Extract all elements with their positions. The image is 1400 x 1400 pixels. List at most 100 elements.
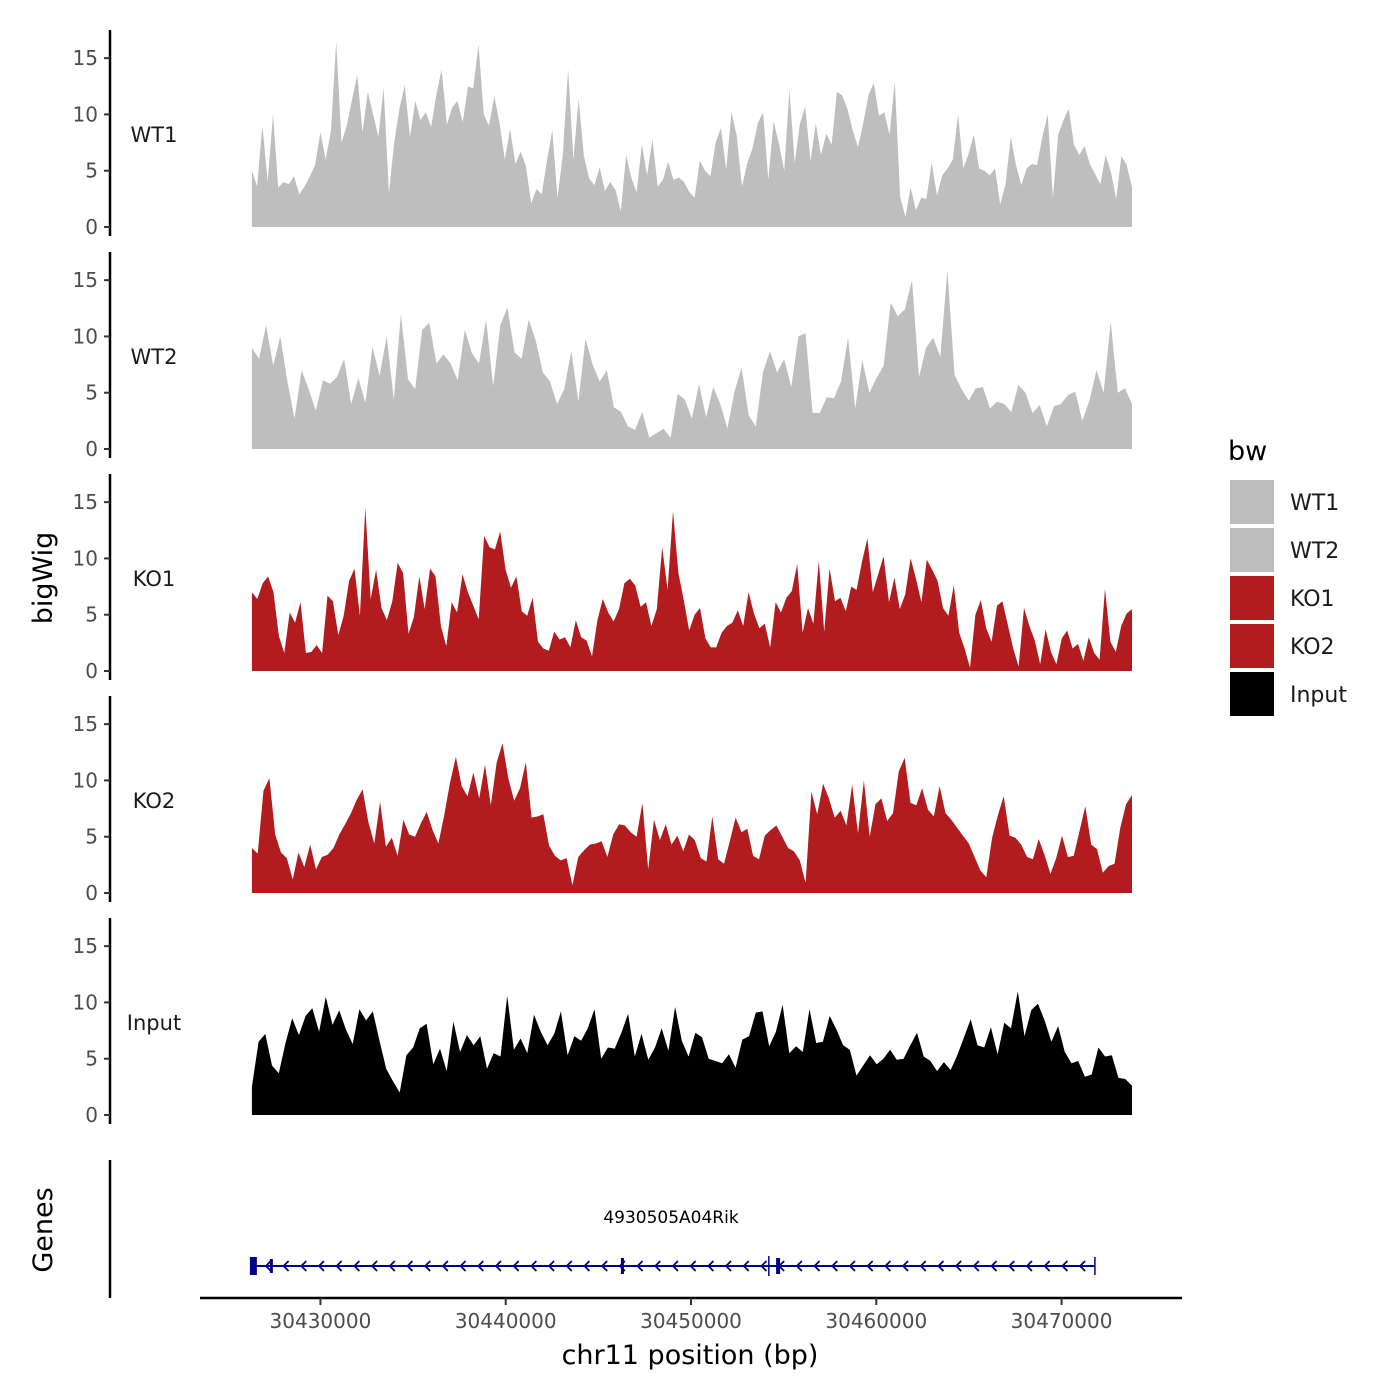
strand-arrow (388, 1260, 396, 1272)
gene-panel: Genes 4930505A04Rik (28, 1160, 1096, 1298)
y-tick-label: 10 (73, 324, 98, 348)
gene-exon (269, 1259, 273, 1273)
gene-exon (249, 1257, 257, 1275)
strand-arrow (406, 1260, 414, 1272)
y-tick-label: 5 (85, 825, 98, 849)
y-tick-label: 10 (73, 768, 98, 792)
strand-arrow (1061, 1260, 1069, 1272)
y-tick-label: 10 (73, 990, 98, 1014)
strand-arrow (565, 1260, 573, 1272)
legend-item-input: Input (1230, 672, 1347, 716)
signal-area-wt1 (251, 41, 1132, 227)
legend-swatch (1230, 480, 1274, 524)
legend-item-ko1: KO1 (1230, 576, 1335, 620)
track-label: WT2 (131, 345, 178, 369)
strand-arrow (707, 1260, 715, 1272)
y-tick-label: 15 (73, 46, 98, 70)
gene-exon (620, 1258, 624, 1274)
strand-arrow (423, 1260, 431, 1272)
legend-label: WT2 (1290, 539, 1339, 564)
strand-arrow (636, 1260, 644, 1272)
strand-arrow (937, 1260, 945, 1272)
track-input: 0 5 10 15 Input (73, 918, 1132, 1127)
strand-arrow (530, 1260, 538, 1272)
strand-arrow (831, 1260, 838, 1272)
strand-arrow (477, 1260, 484, 1272)
x-tick-label: 30470000 (1011, 1309, 1113, 1333)
y-tick-label: 15 (73, 268, 98, 292)
track-label: Input (127, 1011, 181, 1035)
legend-swatch (1230, 576, 1274, 620)
strand-arrow (1008, 1260, 1015, 1272)
track-label: KO1 (133, 567, 176, 591)
track-ko1: 0 5 10 15 KO1 (73, 474, 1132, 683)
strand-arrow (848, 1260, 856, 1272)
strand-arrow (441, 1260, 449, 1272)
signal-area-ko1 (251, 507, 1132, 671)
y-tick-label: 5 (85, 1047, 98, 1071)
strand-arrow (972, 1260, 980, 1272)
legend-swatch (1230, 672, 1274, 716)
legend-swatch (1230, 528, 1274, 572)
x-axis-title: chr11 position (bp) (562, 1340, 819, 1371)
strand-arrow (370, 1260, 378, 1272)
legend-item-ko2: KO2 (1230, 624, 1335, 668)
strand-arrow (300, 1260, 307, 1272)
strand-arrow (494, 1260, 502, 1272)
signal-area-ko2 (251, 743, 1132, 893)
strand-arrow (335, 1260, 343, 1272)
y-tick-label: 0 (85, 215, 98, 239)
strand-arrow (282, 1260, 290, 1272)
y-tick-label: 10 (73, 102, 98, 126)
strand-arrow (353, 1260, 361, 1272)
y-tick-label: 5 (85, 159, 98, 183)
y-tick-label: 15 (73, 712, 98, 736)
gene-panel-title: Genes (28, 1187, 59, 1272)
y-tick-label: 10 (73, 546, 98, 570)
track-label: KO2 (133, 789, 176, 813)
legend-title: bw (1228, 436, 1267, 467)
strand-arrow (689, 1260, 697, 1272)
y-tick-label: 0 (85, 437, 98, 461)
strand-arrow (1078, 1260, 1086, 1272)
legend-label: KO1 (1290, 587, 1335, 612)
strand-arrow (795, 1260, 803, 1272)
y-tick-label: 15 (73, 490, 98, 514)
y-tick-label: 0 (85, 1103, 98, 1127)
strand-arrow (954, 1260, 962, 1272)
legend-item-wt2: WT2 (1230, 528, 1339, 572)
y-tick-label: 0 (85, 881, 98, 905)
strand-arrow (512, 1260, 520, 1272)
track-wt1: 0 5 10 15 WT1 (73, 30, 1132, 239)
legend: bw WT1 WT2 KO1 KO2 Input (1228, 436, 1347, 716)
gene-name-label: 4930505A04Rik (603, 1208, 739, 1228)
strand-arrow (866, 1260, 874, 1272)
strand-arrow (264, 1260, 272, 1272)
strand-arrow (742, 1260, 750, 1272)
strand-arrow (671, 1260, 679, 1272)
strand-arrow (583, 1260, 591, 1272)
y-axis-title: bigWig (28, 532, 59, 625)
track-label: WT1 (131, 123, 178, 147)
x-tick-label: 30450000 (640, 1309, 742, 1333)
strand-arrow (1043, 1260, 1051, 1272)
legend-label: KO2 (1290, 635, 1335, 660)
legend-label: WT1 (1290, 491, 1339, 516)
signal-area-wt2 (251, 270, 1132, 449)
x-tick-label: 30430000 (270, 1309, 372, 1333)
strand-arrow (990, 1260, 998, 1272)
x-tick-label: 30440000 (455, 1309, 557, 1333)
strand-arrow (317, 1260, 325, 1272)
strand-arrow (654, 1260, 661, 1272)
strand-arrow (813, 1260, 821, 1272)
track-wt2: 0 5 10 15 WT2 (73, 252, 1132, 461)
legend-label: Input (1290, 683, 1347, 708)
x-axis: 30430000 30440000 30450000 30460000 30470000 (200, 1296, 1182, 1333)
strand-arrow (1025, 1260, 1033, 1272)
strand-arrow (760, 1260, 768, 1272)
strand-arrow (724, 1260, 732, 1272)
y-tick-label: 5 (85, 381, 98, 405)
strand-arrow (919, 1260, 927, 1272)
strand-arrow (600, 1260, 608, 1272)
